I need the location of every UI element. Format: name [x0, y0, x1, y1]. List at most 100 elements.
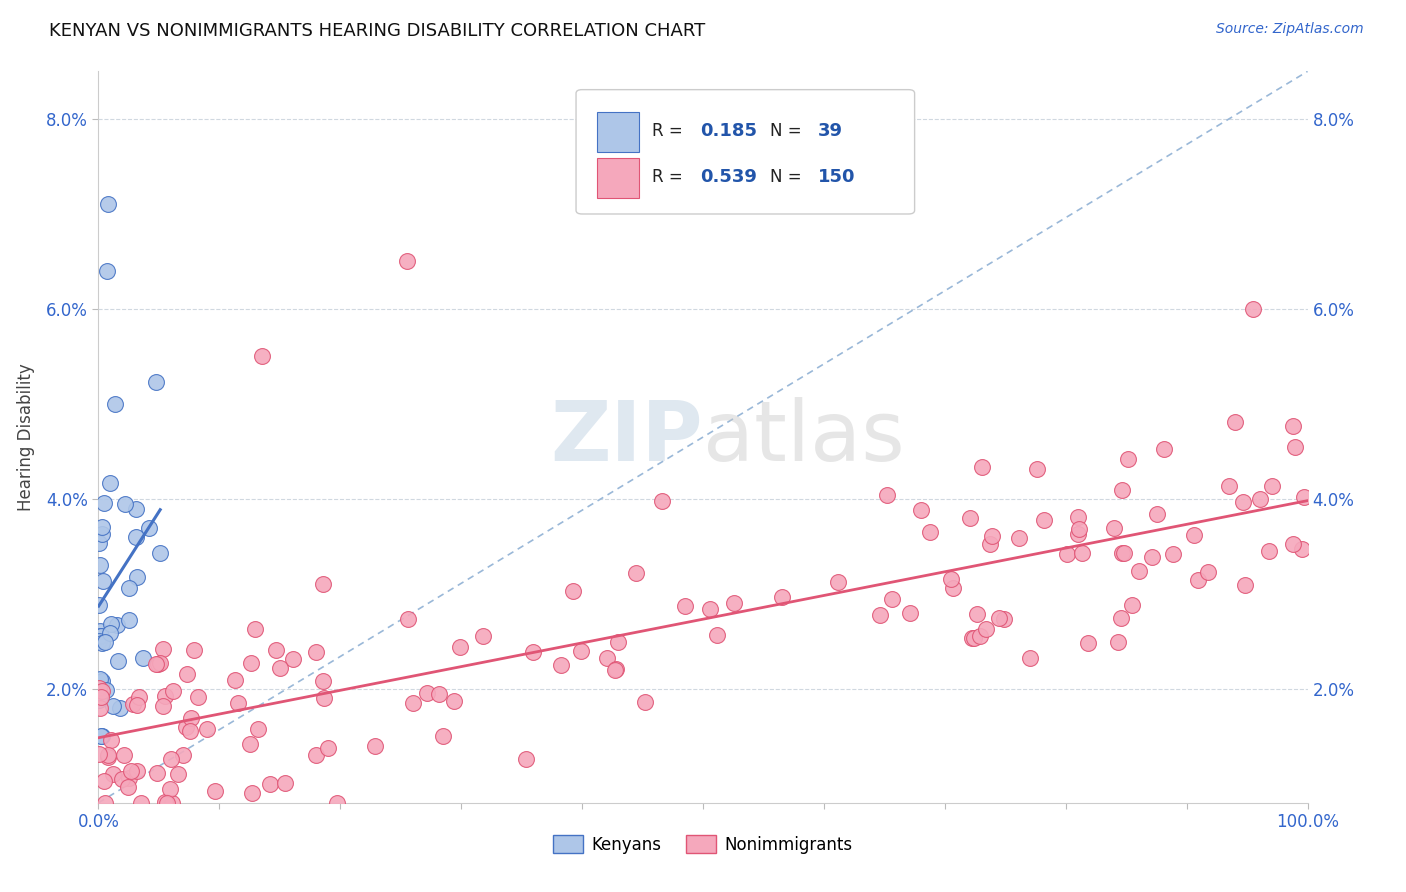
Point	[312, 674, 335, 689]
Point	[159, 752, 181, 766]
Point	[1249, 491, 1271, 506]
Point	[1282, 419, 1305, 434]
Point	[918, 524, 941, 539]
Point	[87, 634, 110, 648]
Point	[259, 777, 281, 791]
Point	[1121, 598, 1143, 612]
Point	[305, 748, 328, 763]
Point	[183, 643, 205, 657]
Point	[974, 623, 997, 637]
Point	[146, 657, 169, 672]
Point	[197, 722, 219, 736]
Point	[111, 772, 134, 786]
FancyBboxPatch shape	[596, 112, 638, 152]
Point	[179, 724, 201, 739]
Point	[1187, 573, 1209, 587]
Point	[432, 729, 454, 743]
Point	[673, 599, 696, 613]
Point	[87, 536, 110, 550]
Point	[1258, 544, 1281, 558]
Point	[699, 602, 721, 616]
Point	[882, 591, 904, 606]
Point	[1056, 547, 1078, 561]
Point	[97, 197, 120, 211]
Point	[118, 614, 141, 628]
Point	[1284, 441, 1306, 455]
Point	[1067, 526, 1090, 541]
Point	[90, 729, 112, 743]
Point	[1102, 521, 1125, 535]
Point	[1241, 301, 1264, 316]
Point	[93, 496, 115, 510]
Point	[125, 764, 148, 778]
Point	[174, 720, 197, 734]
Point	[1223, 415, 1246, 429]
Point	[522, 645, 544, 659]
Point	[605, 662, 627, 676]
Point	[91, 574, 114, 588]
Point	[155, 689, 177, 703]
Point	[160, 796, 183, 810]
Point	[187, 690, 209, 704]
Point	[112, 748, 135, 763]
Point	[1163, 547, 1185, 561]
Point	[243, 623, 266, 637]
Point	[105, 618, 128, 632]
Text: 39: 39	[818, 122, 842, 140]
Point	[962, 632, 984, 646]
Point	[970, 460, 993, 475]
Point	[316, 740, 339, 755]
Point	[1109, 611, 1132, 625]
Y-axis label: Hearing Disability: Hearing Disability	[17, 363, 35, 511]
Point	[107, 654, 129, 668]
Point	[247, 723, 270, 737]
Point	[1111, 546, 1133, 560]
Point	[395, 254, 418, 268]
Point	[149, 656, 172, 670]
Point	[550, 658, 572, 673]
Text: 150: 150	[818, 169, 855, 186]
Point	[1071, 546, 1094, 560]
Point	[127, 570, 149, 584]
Point	[969, 629, 991, 643]
Point	[1077, 636, 1099, 650]
Point	[876, 487, 898, 501]
Point	[624, 566, 647, 580]
Point	[266, 643, 288, 657]
Point	[153, 795, 176, 809]
Point	[415, 686, 437, 700]
Point	[569, 644, 592, 658]
Point	[87, 598, 110, 612]
Point	[1146, 507, 1168, 521]
Point	[634, 695, 657, 709]
Point	[224, 673, 246, 687]
Point	[607, 635, 630, 649]
Point	[120, 764, 142, 779]
Point	[869, 608, 891, 623]
Point	[108, 701, 131, 715]
Point	[125, 530, 148, 544]
Point	[1114, 546, 1136, 560]
Point	[960, 631, 983, 645]
Point	[1116, 452, 1139, 467]
Point	[312, 576, 335, 591]
Point	[125, 698, 148, 712]
Point	[562, 584, 585, 599]
Point	[827, 575, 849, 590]
Point	[89, 558, 111, 573]
Point	[1111, 483, 1133, 497]
Point	[595, 651, 617, 665]
Point	[145, 765, 167, 780]
Point	[651, 494, 673, 508]
Point	[1282, 537, 1305, 551]
Point	[1234, 578, 1257, 592]
Point	[723, 597, 745, 611]
Point	[770, 590, 793, 604]
Point	[152, 641, 174, 656]
Point	[90, 629, 112, 643]
Point	[1218, 479, 1240, 493]
Point	[1140, 550, 1163, 565]
Text: N =: N =	[769, 169, 807, 186]
Point	[94, 796, 117, 810]
FancyBboxPatch shape	[576, 90, 915, 214]
